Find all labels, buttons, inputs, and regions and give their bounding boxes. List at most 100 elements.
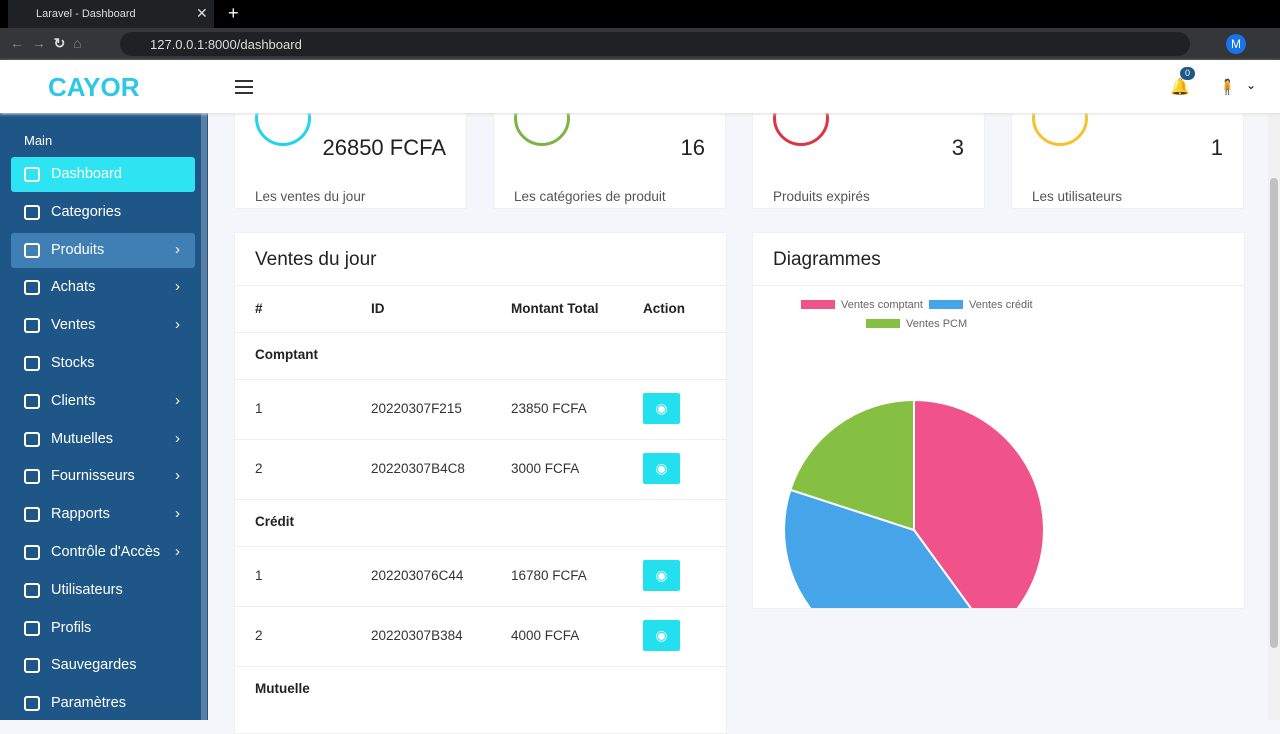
nav-icon xyxy=(24,167,40,182)
row-line xyxy=(235,439,726,440)
cell: 20220307B384 xyxy=(371,628,463,643)
nav-item[interactable]: Mutuelles › xyxy=(11,422,195,457)
nav-item[interactable]: Sauvegardes xyxy=(11,648,195,683)
group-label: Mutuelle xyxy=(255,681,310,696)
header: CAYOR 🔔 0 🧍 ⌄ xyxy=(0,60,1280,113)
pie-slice xyxy=(789,398,915,532)
row-line xyxy=(235,499,726,500)
submenu-arrow: › xyxy=(175,467,180,485)
submenu-arrow: › xyxy=(175,391,180,409)
nav-item[interactable]: Profils xyxy=(11,611,195,646)
cell: 4000 FCFA xyxy=(511,628,580,643)
nav-item[interactable]: Produits › xyxy=(11,232,195,268)
nav-icon xyxy=(24,393,40,409)
sales-card: Ventes du jour # ID Montant Total Action Comp… xyxy=(234,232,727,734)
bell[interactable]: 🔔 xyxy=(1170,79,1190,96)
nav-label: Utilisateurs xyxy=(51,581,123,598)
stat-label: Produits expirés xyxy=(773,189,870,204)
nav-item[interactable]: Rapports › xyxy=(11,497,195,532)
nav-icon xyxy=(24,620,40,636)
nav-label: Clients xyxy=(51,392,96,409)
cell: 23850 FCFA xyxy=(511,401,587,416)
nav-item[interactable]: Fournisseurs › xyxy=(11,459,195,494)
row-line xyxy=(235,546,726,547)
stat-label: Les catégories de produit xyxy=(514,189,666,204)
view-button[interactable]: ◉ xyxy=(643,393,680,424)
nav-icon xyxy=(24,696,40,712)
logo[interactable]: CAYOR xyxy=(48,72,140,102)
view-button[interactable]: ◉ xyxy=(643,560,680,591)
submenu-arrow: › xyxy=(175,278,180,296)
row-line xyxy=(235,666,726,667)
nav-label: Achats xyxy=(51,279,96,296)
nav-icon xyxy=(24,545,40,560)
column-header: # xyxy=(255,301,263,316)
pie-slice xyxy=(913,398,1045,608)
new-tab[interactable]: + xyxy=(228,3,239,23)
group-label: Crédit xyxy=(255,514,295,529)
nav-icon xyxy=(24,204,40,220)
card-title: Diagrammes xyxy=(773,249,881,270)
chart-card: Diagrammes Ventes comptant Ventes crédit Ve… xyxy=(752,232,1245,609)
address-bar[interactable]: 127.0.0.1:8000/dashboard xyxy=(120,32,1190,56)
submenu-arrow: › xyxy=(175,505,180,523)
submenu-arrow: › xyxy=(175,240,180,258)
legend-label: Ventes comptant xyxy=(841,299,923,311)
nav-label: Paramètres xyxy=(51,695,126,712)
nav-item[interactable]: Clients › xyxy=(11,384,195,419)
stat-value: 3 xyxy=(951,135,964,160)
nav-icon xyxy=(24,582,40,598)
user-menu[interactable]: ⌄ xyxy=(1246,78,1257,92)
submenu-arrow: › xyxy=(175,316,180,334)
nav-item[interactable]: Stocks xyxy=(11,346,195,381)
column-header: Action xyxy=(643,301,685,316)
cell: 16780 FCFA xyxy=(511,568,587,583)
cell: 20220307F215 xyxy=(371,401,462,416)
nav-label: Stocks xyxy=(51,355,95,371)
group-label: Comptant xyxy=(255,347,318,362)
cell: 1 xyxy=(255,401,263,416)
tab-title: Laravel - Dashboard xyxy=(36,8,136,20)
submenu-arrow: › xyxy=(175,543,180,560)
nav-item[interactable]: Categories xyxy=(11,195,195,230)
divider xyxy=(235,285,726,286)
column-header: Montant Total xyxy=(511,301,599,316)
cell: 3000 FCFA xyxy=(511,461,580,476)
row-line xyxy=(235,332,726,333)
nav-icon xyxy=(24,431,40,447)
nav-label: Mutuelles xyxy=(51,430,114,447)
sidebar: Main Dashboard Categories Produits › Achats › V… xyxy=(0,113,208,720)
user-avatar[interactable]: 🧍 xyxy=(1218,79,1237,96)
profile[interactable]: M xyxy=(1226,34,1246,54)
notification-badge: 0 xyxy=(1180,67,1195,80)
tab[interactable]: Laravel - Dashboard ✕ xyxy=(8,0,214,28)
nav-item[interactable]: Dashboard xyxy=(11,157,195,192)
nav-label: Produits xyxy=(51,241,105,258)
menu-toggle[interactable] xyxy=(235,80,253,94)
nav-label: Profils xyxy=(51,619,92,636)
view-button[interactable]: ◉ xyxy=(643,620,680,651)
scrollbar[interactable] xyxy=(1268,113,1280,720)
view-button[interactable]: ◉ xyxy=(643,453,680,484)
nav-icon xyxy=(24,507,40,523)
stat-value: 1 xyxy=(1210,135,1223,160)
legend-label: Ventes PCM xyxy=(906,318,967,330)
stat-value: 26850 FCFA xyxy=(322,135,446,160)
nav-item[interactable]: Ventes › xyxy=(11,308,195,343)
legend-swatch xyxy=(929,300,963,309)
nav-label: Contrôle d'Accès xyxy=(51,544,161,560)
tab-close[interactable]: ✕ xyxy=(196,5,208,21)
tab-bar: Laravel - Dashboard ✕ + xyxy=(0,0,1280,28)
divider xyxy=(753,285,1244,286)
nav-item[interactable]: Contrôle d'Accès › xyxy=(11,535,195,570)
cell: 2 xyxy=(255,628,263,643)
legend-swatch xyxy=(801,300,835,309)
nav-buttons[interactable]: ← → ↻ ⌂ xyxy=(10,35,82,51)
nav-label: Dashboard xyxy=(51,166,122,182)
nav-item[interactable]: Achats › xyxy=(11,270,195,305)
nav-item[interactable]: Paramètres xyxy=(11,686,195,721)
stat-label: Les ventes du jour xyxy=(255,189,366,204)
nav-item[interactable]: Utilisateurs xyxy=(11,573,195,608)
